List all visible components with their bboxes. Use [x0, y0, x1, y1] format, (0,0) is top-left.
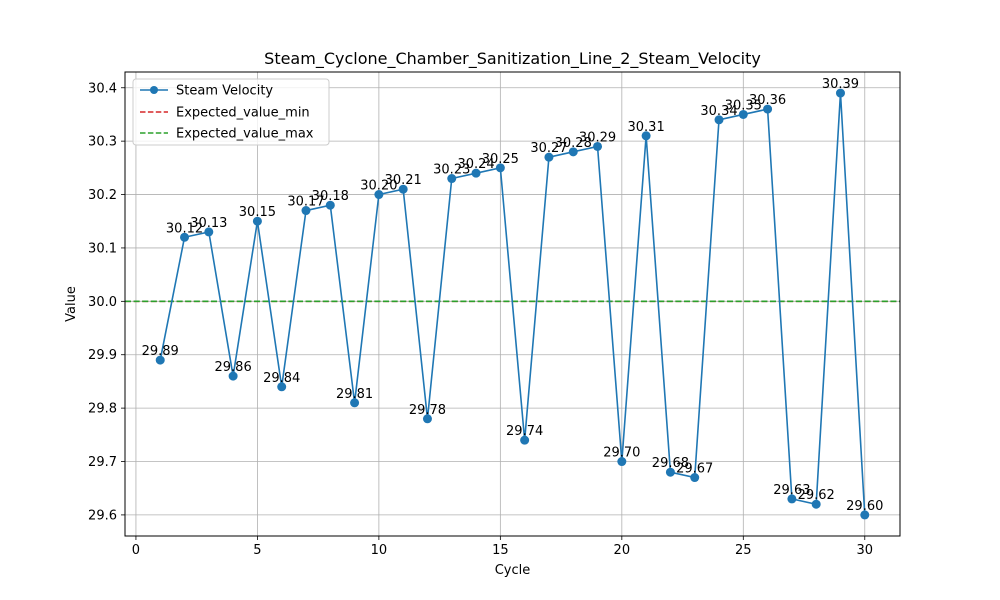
data-point — [714, 115, 724, 125]
data-label: 30.21 — [385, 173, 422, 188]
data-point — [180, 232, 190, 242]
data-point — [593, 141, 603, 151]
data-point — [641, 131, 651, 141]
data-label: 29.84 — [263, 371, 300, 386]
y-tick-label: 29.8 — [88, 402, 117, 417]
data-label: 29.78 — [409, 403, 446, 418]
data-point — [495, 163, 505, 173]
data-label: 29.68 — [652, 456, 689, 471]
data-point — [301, 206, 311, 216]
data-label: 30.35 — [725, 98, 762, 113]
data-point — [568, 147, 578, 157]
data-label: 30.12 — [166, 221, 203, 236]
data-label: 29.86 — [215, 360, 252, 375]
data-point — [811, 499, 821, 509]
y-tick-label: 29.9 — [88, 348, 117, 363]
data-label: 30.39 — [822, 77, 859, 92]
data-point — [277, 382, 287, 392]
data-point — [860, 510, 870, 520]
x-tick-label: 25 — [735, 543, 752, 558]
y-tick-label: 29.6 — [88, 508, 117, 523]
data-label: 30.29 — [579, 130, 616, 145]
y-tick-label: 30.2 — [88, 188, 117, 203]
data-label: 30.17 — [287, 195, 324, 210]
data-label: 29.60 — [846, 499, 883, 514]
legend-label-max: Expected_value_max — [176, 127, 314, 142]
data-label: 30.31 — [628, 120, 665, 135]
y-tick-label: 30.1 — [88, 241, 117, 256]
data-label: 30.34 — [700, 104, 737, 119]
data-point — [374, 190, 384, 200]
axis-ticks: 0 5 10 15 20 25 30 29.6 29.7 29.8 29.9 30.0 30.1 30.2… — [88, 81, 873, 558]
data-point — [665, 467, 675, 477]
data-label: 30.20 — [360, 179, 397, 194]
data-point — [738, 109, 748, 119]
data-label: 29.67 — [676, 462, 713, 477]
data-label: 30.36 — [749, 93, 786, 108]
data-point — [520, 435, 530, 445]
data-point — [544, 152, 554, 162]
x-axis-label: Cycle — [495, 563, 531, 578]
data-point — [228, 371, 238, 381]
legend-label-min: Expected_value_min — [176, 106, 310, 121]
data-point — [325, 200, 335, 210]
data-label: 30.23 — [433, 163, 470, 178]
data-label: 29.81 — [336, 387, 373, 402]
y-tick-label: 30.4 — [88, 81, 117, 96]
data-point — [447, 174, 457, 184]
y-tick-label: 29.7 — [88, 455, 117, 470]
data-point — [787, 494, 797, 504]
data-label: 30.28 — [555, 136, 592, 151]
data-point — [690, 473, 700, 483]
y-tick-label: 30.0 — [88, 295, 117, 310]
data-label: 29.62 — [798, 488, 835, 503]
data-label: 29.74 — [506, 424, 543, 439]
legend-box — [132, 78, 330, 146]
plot-frame — [124, 71, 901, 537]
x-tick-label: 0 — [132, 543, 140, 558]
data-label: 30.13 — [190, 216, 227, 231]
x-tick-label: 10 — [371, 543, 388, 558]
x-tick-label: 15 — [492, 543, 509, 558]
legend: Steam Velocity Expected_value_min Expect… — [132, 78, 330, 146]
data-point — [350, 398, 360, 408]
data-point — [835, 88, 845, 98]
legend-marker-dot — [150, 86, 158, 94]
data-point — [763, 104, 773, 114]
y-tick-label: 30.3 — [88, 135, 117, 150]
data-label: 30.24 — [457, 157, 494, 172]
data-label: 29.63 — [773, 483, 810, 498]
data-label: 30.27 — [530, 141, 567, 156]
data-point — [398, 184, 408, 194]
data-label: 29.70 — [603, 446, 640, 461]
data-label: 30.15 — [239, 205, 276, 220]
x-tick-label: 20 — [614, 543, 631, 558]
data-point — [252, 216, 262, 226]
grid — [125, 72, 900, 536]
series-layer — [155, 88, 870, 520]
data-label: 29.89 — [142, 344, 179, 359]
data-point — [422, 414, 432, 424]
data-label: 30.25 — [482, 152, 519, 167]
y-axis-label: Value — [64, 286, 79, 322]
data-point — [204, 227, 214, 237]
chart-title: Steam_Cyclone_Chamber_Sanitization_Line_… — [264, 49, 761, 69]
legend-label-series: Steam Velocity — [176, 84, 273, 99]
data-label: 30.18 — [312, 189, 349, 204]
x-tick-label: 30 — [856, 543, 873, 558]
x-tick-label: 5 — [253, 543, 261, 558]
data-point — [617, 457, 627, 467]
data-point — [471, 168, 481, 178]
data-point — [155, 355, 165, 365]
